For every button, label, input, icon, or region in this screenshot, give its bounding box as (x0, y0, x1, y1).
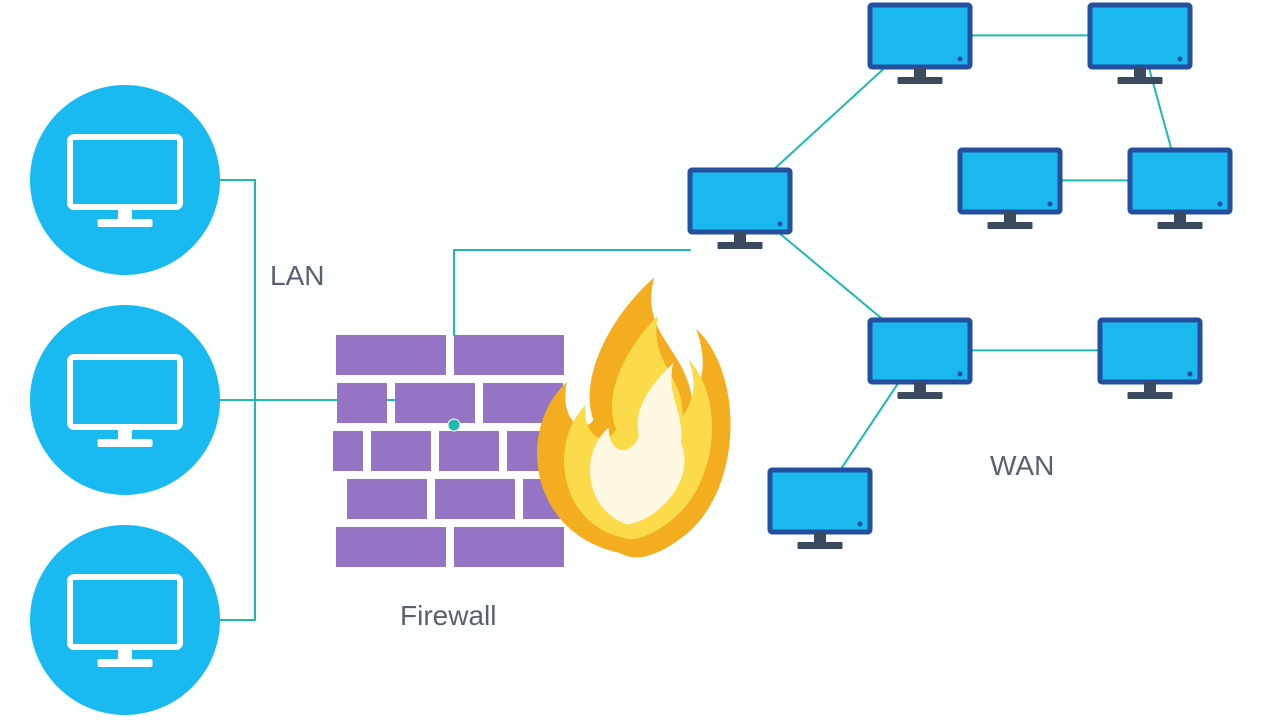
flame-layer (537, 278, 730, 558)
wan-label: WAN (990, 450, 1054, 482)
firewall-layer (333, 335, 573, 567)
lan-layer (30, 85, 220, 715)
wan-node-7 (770, 470, 870, 549)
wan-node-5 (870, 320, 970, 399)
wan-node-4 (1130, 150, 1230, 229)
lan-node-2 (30, 525, 220, 715)
network-diagram: LAN Firewall WAN (0, 0, 1280, 720)
wan-node-2 (1090, 5, 1190, 84)
flame-icon (537, 278, 730, 558)
wan-node-1 (870, 5, 970, 84)
wan-layer (690, 5, 1230, 549)
lan-label: LAN (270, 260, 324, 292)
wan-node-6 (1100, 320, 1200, 399)
lan-node-0 (30, 85, 220, 275)
firewall-label: Firewall (400, 600, 496, 632)
wan-node-3 (960, 150, 1060, 229)
diagram-svg (0, 0, 1280, 720)
wan-node-0 (690, 170, 790, 249)
lan-node-1 (30, 305, 220, 495)
